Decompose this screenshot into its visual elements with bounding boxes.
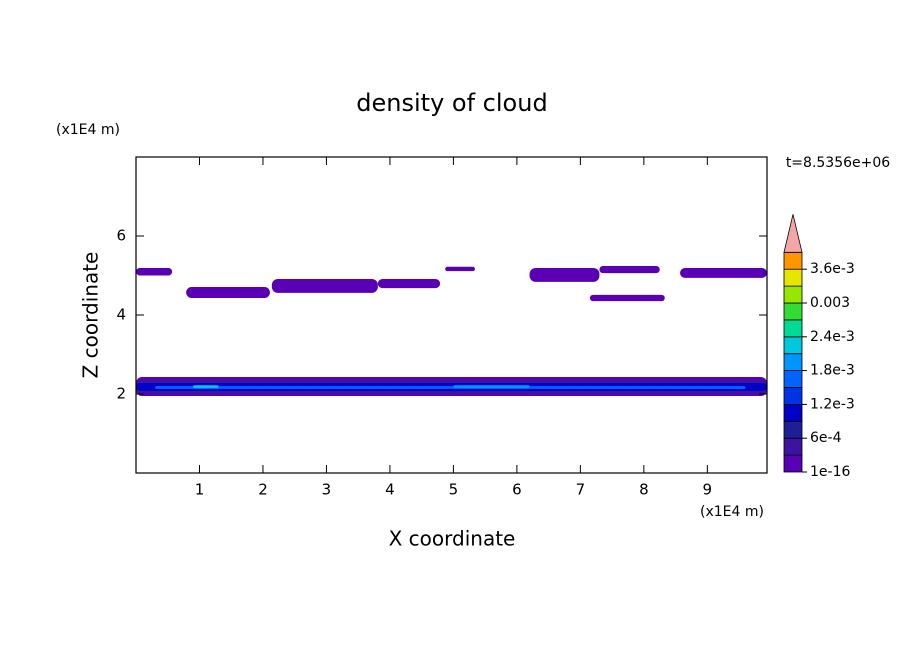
x-tick-label: 2 [258, 481, 268, 499]
y-tick-label: 6 [116, 227, 126, 245]
colorbar-band [783, 387, 803, 405]
x-tick-label: 4 [385, 481, 395, 499]
cloud-region [271, 279, 378, 293]
chart-title: density of cloud [356, 89, 547, 117]
x-axis-label: X coordinate [389, 527, 516, 551]
cloud-region [193, 385, 219, 389]
y-tick-label: 2 [116, 385, 126, 403]
x-tick-label: 9 [703, 481, 713, 499]
colorbar-tick-label: 1e-16 [810, 464, 850, 480]
colorbar-tick-label: 3.6e-3 [810, 261, 855, 277]
x-tick-label: 5 [449, 481, 459, 499]
time-label: t=8.5356e+06 [786, 155, 890, 171]
cloud-region [453, 385, 530, 389]
colorbar-band [783, 420, 803, 439]
cloud-region [680, 267, 767, 278]
colorbar-band [783, 437, 803, 456]
y-axis-label: Z coordinate [79, 252, 103, 379]
colorbar-band [783, 268, 803, 287]
colorbar-band [783, 403, 803, 422]
cloud-region [155, 386, 746, 389]
colorbar-band [783, 285, 803, 304]
cloud-region [445, 266, 475, 272]
colorbar-extension [783, 214, 803, 253]
cloud-region [136, 267, 173, 276]
colorbar-tick-label: 0.003 [810, 295, 850, 311]
y-tick-label: 4 [116, 306, 126, 324]
cloud-region [186, 286, 270, 299]
y-unit: (x1E4 m) [56, 122, 120, 138]
colorbar-tick-label: 6e-4 [810, 430, 842, 446]
colorbar-tick-label: 1.8e-3 [810, 363, 855, 379]
colorbar-tick-label: 2.4e-3 [810, 329, 855, 345]
colorbar-band [783, 454, 803, 473]
x-tick-label: 3 [322, 481, 332, 499]
x-tick-label: 1 [195, 481, 205, 499]
x-tick-label: 6 [512, 481, 522, 499]
cloud-region [599, 266, 660, 274]
colorbar-band [783, 302, 803, 321]
cloud-region [377, 279, 441, 289]
x-tick-label: 7 [576, 481, 586, 499]
colorbar-band [783, 319, 803, 338]
colorbar-band [783, 336, 803, 355]
colorbar-tick-label: 1.2e-3 [810, 396, 855, 412]
x-tick-label: 8 [639, 481, 649, 499]
colorbar-band [783, 251, 803, 270]
cloud-region [589, 294, 665, 302]
colorbar-band [783, 370, 803, 388]
plot-frame [135, 156, 768, 474]
colorbar-band [783, 353, 803, 372]
x-unit: (x1E4 m) [700, 504, 764, 520]
cloud-region [529, 267, 600, 282]
